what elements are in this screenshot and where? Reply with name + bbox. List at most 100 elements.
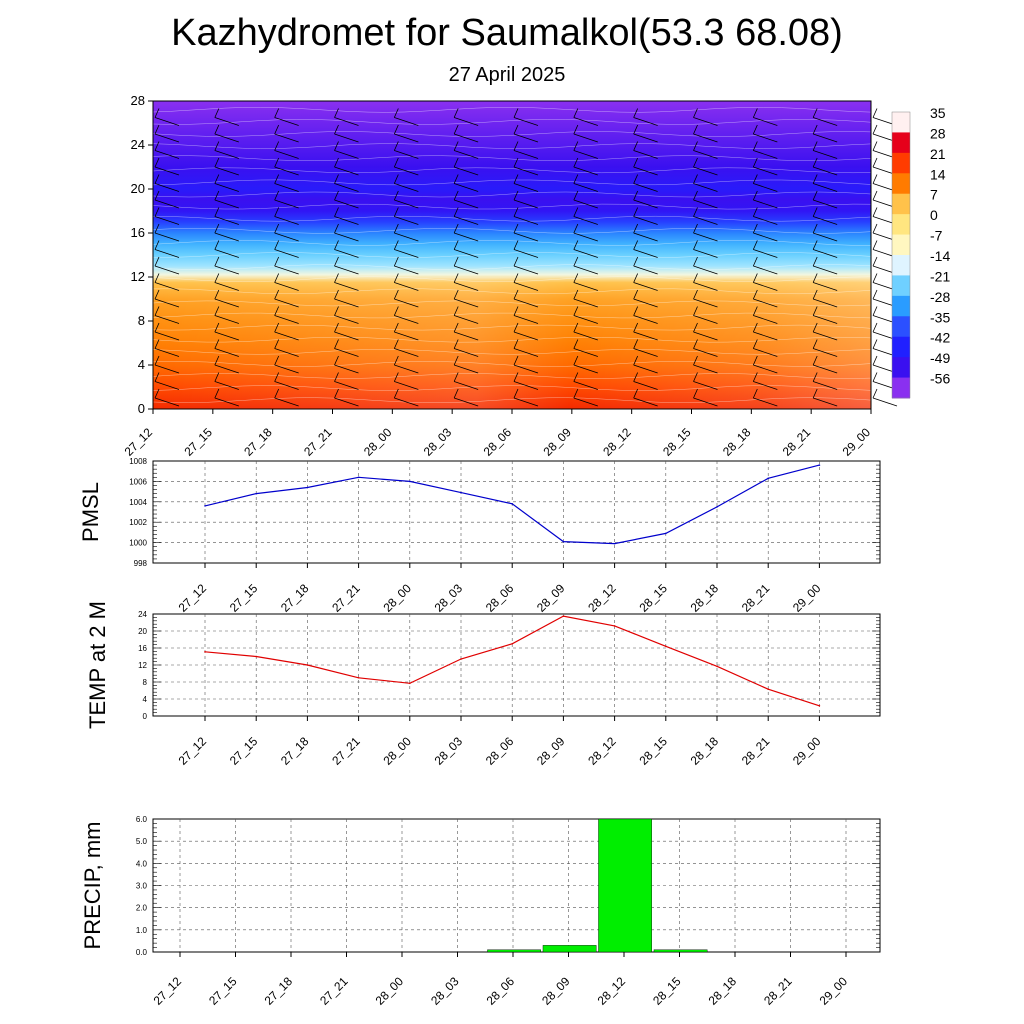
temperature-contour: [152, 312, 872, 319]
wind-barb-flag: [154, 174, 160, 184]
wind-barb: [513, 150, 539, 159]
wind-barb: [394, 199, 419, 209]
y-tick-label: 1004: [129, 498, 147, 507]
wind-barb: [154, 249, 180, 258]
colorbar-label: -28: [930, 289, 950, 305]
wind-barb: [454, 199, 479, 209]
wind-barb-flag: [214, 322, 220, 333]
wind-barb: [454, 232, 479, 242]
data-point: [255, 655, 257, 658]
precip-bar: [598, 818, 652, 953]
wind-barb: [274, 249, 299, 258]
wind-barb: [513, 298, 539, 308]
wind-barb-flag: [274, 240, 280, 250]
colorbar-swatch: [892, 173, 910, 195]
wind-barb-flag: [274, 174, 280, 184]
wind-barb: [813, 315, 838, 324]
wind-barb-flag: [214, 256, 220, 267]
wind-barb-flag: [573, 273, 579, 283]
wind-barb: [454, 216, 479, 225]
wind-barb-flag: [573, 124, 579, 135]
wind-barb-flag: [393, 339, 399, 349]
x-tick-label: 28_09: [540, 425, 574, 459]
wind-barb-flag: [693, 240, 698, 250]
wind-barb-flag: [573, 372, 579, 382]
x-tick-label: 28_09: [539, 974, 573, 1008]
wind-barb-flag: [633, 339, 639, 349]
wind-barb-flag: [752, 157, 758, 168]
colorbar-swatch: [892, 357, 910, 379]
wind-barb-flag: [872, 339, 878, 349]
x-tick-label: 27_18: [262, 974, 296, 1008]
wind-barb: [154, 232, 180, 242]
precip-bar: [653, 949, 708, 953]
wind-barb: [753, 216, 778, 225]
wind-barb-flag: [573, 108, 579, 118]
temperature-contour: [152, 131, 872, 137]
colorbar-swatch: [892, 193, 910, 215]
wind-barb-flag: [812, 157, 818, 168]
wind-barb-flag: [633, 207, 639, 217]
wind-barb: [633, 199, 658, 209]
wind-barb-flag: [334, 240, 339, 250]
colorbar-label: 28: [930, 125, 946, 141]
wind-barb: [633, 117, 658, 126]
wind-barb: [693, 232, 718, 242]
wind-barb-flag: [393, 157, 399, 168]
wind-barb-flag: [752, 108, 758, 118]
wind-barb: [633, 331, 658, 341]
wind-barb-flag: [154, 372, 160, 382]
y-tick-label: 3.0: [136, 882, 148, 891]
wind-barb-flag: [393, 306, 399, 316]
x-tick-label: 27_12: [176, 734, 210, 768]
x-tick-label: 27_21: [329, 581, 363, 615]
wind-barb-flag: [812, 223, 818, 234]
colorbar-frame: [891, 111, 911, 399]
wind-barb: [693, 117, 718, 126]
wind-barb: [334, 282, 359, 291]
colorbar-swatch: [892, 234, 910, 256]
x-tick-label: 28_18: [688, 734, 722, 768]
wind-barb-flag: [154, 339, 160, 349]
wind-barb-flag: [752, 124, 758, 135]
temperature-contour: [152, 240, 872, 246]
wind-barb: [872, 397, 898, 407]
wind-barb: [573, 265, 598, 275]
wind-barb-flag: [513, 240, 519, 250]
wind-barb: [573, 282, 598, 291]
wind-barb: [513, 265, 539, 275]
wind-barb-flag: [393, 174, 399, 184]
wind-barb-flag: [573, 256, 579, 267]
wind-barb-flag: [513, 388, 519, 399]
x-tick-label: 28_15: [660, 425, 694, 459]
data-point: [511, 503, 513, 505]
x-tick-label: 28_06: [483, 581, 517, 615]
wind-barb-flag: [633, 223, 639, 234]
wind-barb-flag: [812, 322, 818, 333]
wind-barb-flag: [453, 256, 459, 267]
y-tick-label: 24: [131, 137, 145, 152]
wind-barb: [394, 397, 419, 407]
wind-barb: [753, 282, 778, 291]
wind-barb-flag: [752, 306, 758, 316]
x-tick-label: 28_21: [761, 974, 795, 1008]
temperature-contour: [152, 215, 872, 222]
wind-barb: [214, 315, 239, 324]
colorbar-swatch: [892, 255, 910, 276]
x-tick-label: 28_21: [739, 581, 773, 615]
wind-barb: [513, 199, 539, 209]
wind-barb-flag: [872, 256, 878, 267]
wind-barb-flag: [633, 289, 639, 300]
y-tick-label: 4: [143, 695, 148, 704]
wind-barb: [753, 397, 778, 407]
wind-barb: [274, 397, 299, 407]
wind-barb: [214, 249, 239, 258]
wind-barb-flag: [752, 141, 758, 151]
y-tick-label: 4: [138, 357, 145, 372]
wind-barb: [753, 364, 778, 374]
wind-barb: [693, 249, 718, 258]
wind-barb-flag: [393, 372, 399, 382]
wind-barb-flag: [633, 157, 639, 168]
y-tick-label: 16: [131, 225, 145, 240]
wind-barb: [274, 150, 299, 159]
